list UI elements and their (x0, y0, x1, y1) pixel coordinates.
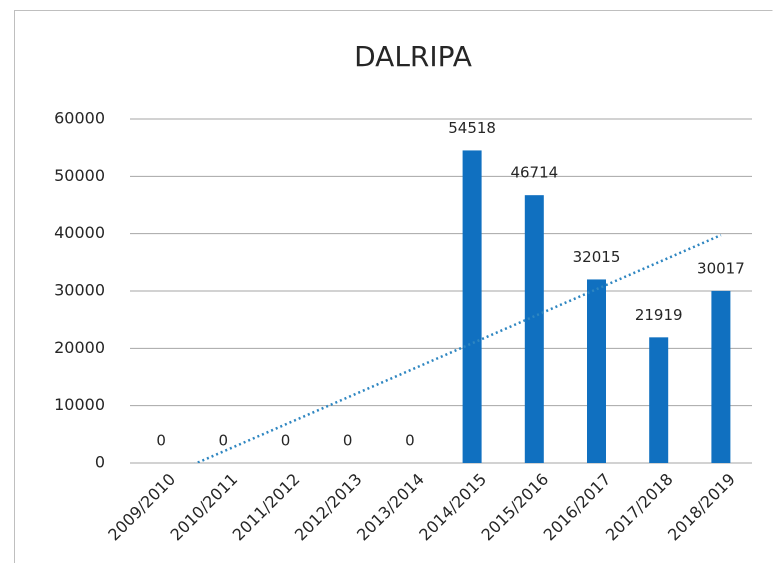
y-tick-label: 50000 (54, 166, 105, 185)
data-label: 30017 (697, 259, 745, 277)
trendline (193, 233, 722, 463)
y-tick-label: 20000 (54, 338, 105, 357)
y-tick-label: 30000 (54, 281, 105, 300)
bar (587, 279, 606, 463)
data-label: 46714 (510, 164, 558, 182)
chart-border (14, 10, 773, 563)
data-label: 54518 (448, 119, 496, 137)
data-label: 21919 (635, 306, 683, 324)
data-label: 0 (156, 432, 166, 450)
y-tick-label: 10000 (54, 395, 105, 414)
data-label: 0 (405, 432, 415, 450)
chart-title: DALRIPA (354, 40, 472, 73)
x-tick-label: 2018/2019 (664, 470, 739, 545)
data-label: 0 (219, 432, 229, 450)
y-tick-label: 60000 (54, 109, 105, 128)
bar (524, 195, 544, 463)
data-label: 32015 (573, 248, 621, 266)
data-label: 0 (281, 432, 291, 450)
y-tick-label: 0 (95, 453, 105, 472)
data-label: 0 (343, 432, 353, 450)
bar (462, 150, 482, 464)
y-tick-label: 40000 (54, 223, 105, 242)
bar (711, 290, 731, 463)
bar (649, 337, 669, 463)
